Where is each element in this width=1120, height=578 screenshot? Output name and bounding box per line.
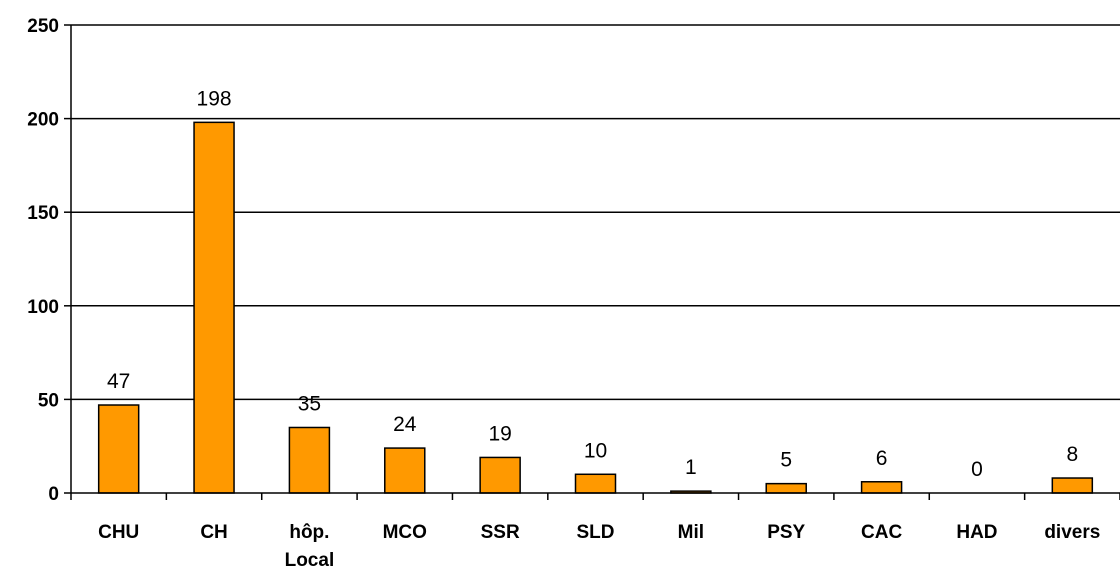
x-category-label: PSY: [767, 522, 805, 543]
bars: [97, 121, 1094, 494]
bar: [479, 456, 521, 494]
x-category-label: SLD: [577, 522, 615, 543]
data-label: 198: [197, 87, 232, 110]
bar: [384, 447, 426, 494]
data-label: 47: [107, 370, 130, 393]
data-label: 1: [685, 456, 697, 479]
y-axis-ticks: 0 50 100 150 200 250: [27, 16, 71, 505]
x-category-label: CH: [200, 522, 227, 543]
x-category-label: Local: [285, 550, 335, 571]
bar: [193, 121, 235, 494]
data-labels: 47 198 35 24 19 10 1 5 6 0 8: [107, 87, 1078, 481]
data-label: 24: [393, 413, 417, 436]
x-category-label: divers: [1044, 522, 1100, 543]
data-label: 8: [1066, 443, 1078, 466]
bar: [1051, 477, 1094, 494]
bar: [765, 482, 807, 494]
data-label: 10: [584, 439, 607, 462]
data-label: 19: [488, 422, 511, 445]
x-category-label: Mil: [678, 522, 704, 543]
x-category-label: hôp.: [289, 522, 329, 543]
y-tick-label: 0: [48, 484, 59, 505]
y-tick-label: 250: [27, 16, 59, 37]
data-label: 5: [780, 449, 792, 472]
y-tick-label: 150: [27, 203, 59, 224]
y-tick-label: 50: [38, 390, 59, 411]
x-axis-categories: CHU CH hôp. Local MCO SSR SLD Mil PSY CAC HAD diver…: [98, 522, 1100, 571]
bar: [574, 473, 617, 494]
data-label: 35: [298, 392, 321, 415]
data-label: 0: [971, 458, 983, 481]
x-category-label: MCO: [383, 522, 427, 543]
data-label: 6: [876, 447, 888, 470]
gridlines: [71, 24, 1120, 401]
y-tick-label: 100: [27, 297, 59, 318]
bar: [97, 404, 140, 494]
axes: [70, 25, 1120, 500]
x-category-label: SSR: [481, 522, 520, 543]
y-tick-label: 200: [27, 110, 59, 131]
x-category-label: HAD: [956, 522, 997, 543]
x-category-label: CHU: [98, 522, 139, 543]
x-category-label: CAC: [861, 522, 902, 543]
bar: [288, 426, 331, 494]
bar: [860, 481, 903, 494]
